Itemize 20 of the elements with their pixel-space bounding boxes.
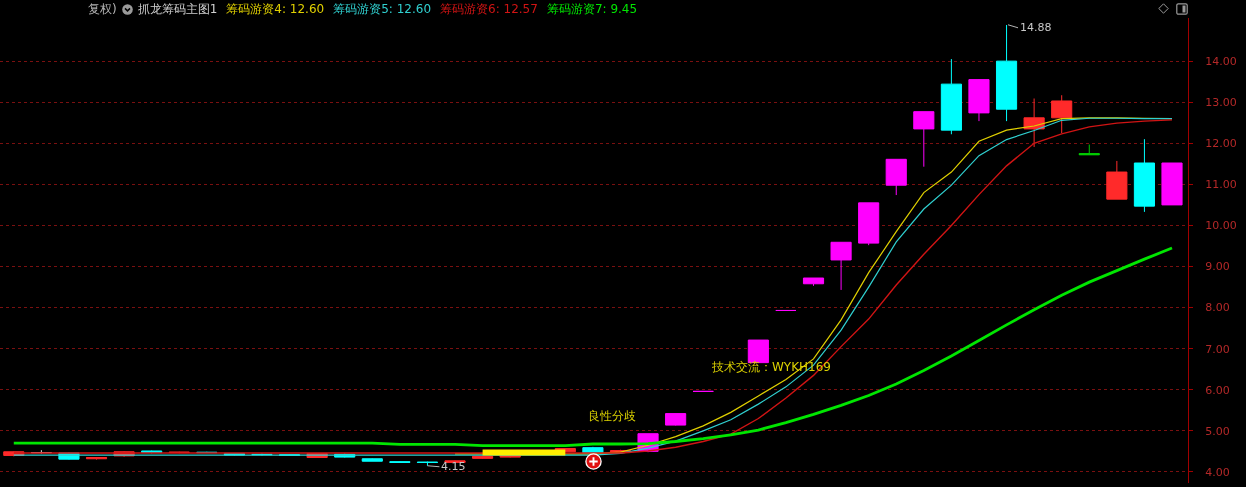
chart-title: 抓龙筹码主图1 bbox=[137, 0, 218, 18]
annotation: 14.88 bbox=[1020, 21, 1052, 34]
y-tick-label: 5.00 bbox=[1205, 424, 1230, 438]
text: 筹码游资6: 12.57 bbox=[440, 0, 538, 18]
annotation: 良性分歧 bbox=[588, 409, 636, 423]
text: 筹码游资5: 12.60 bbox=[333, 0, 432, 18]
annotation: 4.15 bbox=[441, 460, 466, 473]
y-tick-label: 4.00 bbox=[1205, 465, 1230, 479]
y-tick-label: 8.00 bbox=[1205, 301, 1230, 315]
text: 筹码游资4: 12.60 bbox=[226, 0, 325, 18]
y-tick-label: 6.00 bbox=[1205, 383, 1230, 397]
text: 筹码游资7: 9.45 bbox=[546, 0, 638, 18]
y-tick-label: 14.00 bbox=[1205, 54, 1237, 68]
y-tick-label: 13.00 bbox=[1205, 96, 1237, 110]
y-tick-label: 12.00 bbox=[1205, 137, 1237, 151]
text: 复权) bbox=[88, 0, 117, 18]
y-tick-label: 9.00 bbox=[1205, 260, 1230, 274]
y-tick-label: 7.00 bbox=[1205, 342, 1230, 356]
y-tick-label: 11.00 bbox=[1205, 178, 1237, 192]
y-tick-label: 10.00 bbox=[1205, 219, 1237, 233]
